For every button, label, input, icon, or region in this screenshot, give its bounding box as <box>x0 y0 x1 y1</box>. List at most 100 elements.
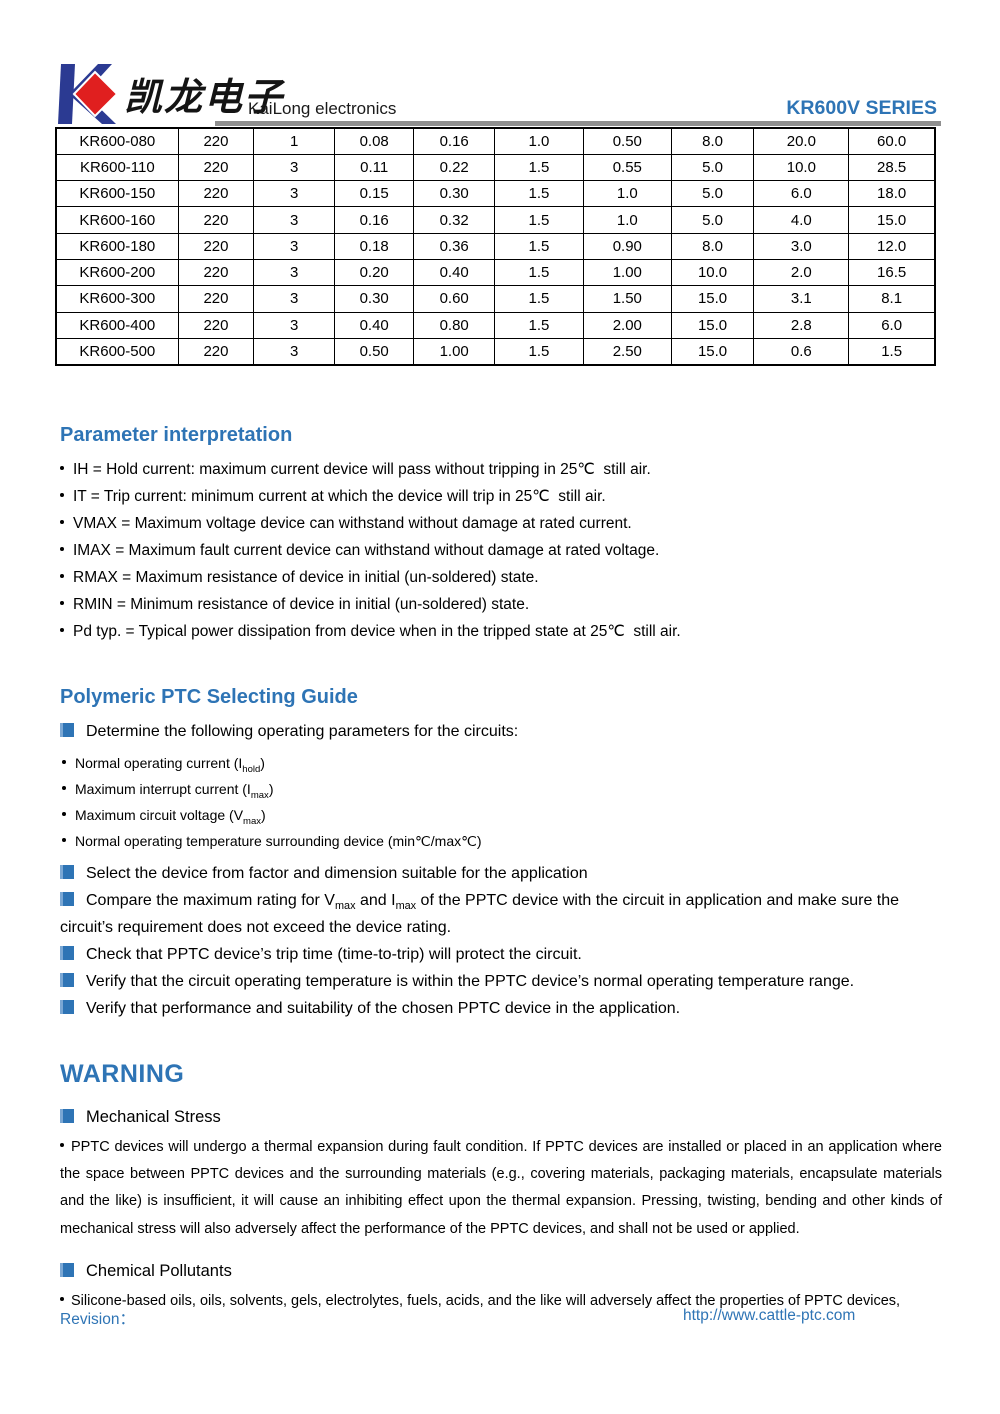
list-item: Normal operating current (Ihold) <box>62 750 942 776</box>
list-item-text: Maximum interrupt current (Imax) <box>75 781 274 801</box>
table-row: KR600-200 220 3 0.20 0.40 1.5 1.00 10.0 2.0 16.5 <box>55 258 936 287</box>
header-divider <box>215 121 941 126</box>
dot-bullet-icon <box>60 601 64 605</box>
table-cell: 220 <box>177 153 255 182</box>
mechanical-stress-title: Mechanical Stress <box>86 1108 221 1126</box>
square-bullet-icon <box>60 865 74 879</box>
dot-bullet-icon <box>60 628 64 632</box>
guide-parameter-sublist: Normal operating current (Ihold) Maximum … <box>62 750 942 854</box>
parameter-interpretation-section: Parameter interpretation IH = Hold curre… <box>60 424 942 645</box>
list-item: Pd typ. = Typical power dissipation from… <box>60 618 942 645</box>
table-cell: 5.0 <box>670 180 755 208</box>
list-item-text: RMAX = Maximum resistance of device in i… <box>73 569 539 586</box>
table-cell: 0.60 <box>413 285 496 313</box>
list-item: RMAX = Maximum resistance of device in i… <box>60 564 942 591</box>
list-item: Maximum interrupt current (Imax) <box>62 776 942 802</box>
table-cell: 220 <box>177 206 255 234</box>
mechanical-stress-paragraph: PPTC devices will undergo a thermal expa… <box>60 1134 942 1243</box>
list-item: RMIN = Minimum resistance of device in i… <box>60 591 942 618</box>
table-cell: 0.08 <box>334 127 415 155</box>
list-item-text: Check that PPTC device’s trip time (time… <box>86 946 582 963</box>
square-bullet-icon <box>60 1109 74 1123</box>
dot-bullet-icon <box>62 812 66 816</box>
table-cell: 1.00 <box>413 337 496 366</box>
table-cell: 0.32 <box>413 206 496 234</box>
dot-bullet-icon <box>60 466 64 470</box>
chemical-pollutants-text: Silicone-based oils, oils, solvents, gel… <box>71 1292 901 1309</box>
list-item-text: Normal operating temperature surrounding… <box>75 833 482 849</box>
list-item: Verify that performance and suitability … <box>60 995 942 1022</box>
table-cell: 1.5 <box>494 180 584 208</box>
square-bullet-icon <box>60 946 74 960</box>
table-cell: 1.5 <box>494 206 584 234</box>
selecting-guide-heading: Polymeric PTC Selecting Guide <box>60 686 358 708</box>
list-item-text: Select the device from factor and dimens… <box>86 865 588 882</box>
table-cell: 0.15 <box>334 180 415 208</box>
table-cell: 3.1 <box>753 285 850 313</box>
table-cell: 1.0 <box>494 127 584 155</box>
series-title: KR600V SERIES <box>786 97 937 119</box>
parameter-interpretation-heading: Parameter interpretation <box>60 424 293 446</box>
table-cell: 28.5 <box>848 153 936 182</box>
table-cell: 10.0 <box>670 258 755 287</box>
dot-bullet-icon <box>60 1296 64 1301</box>
table-cell: 3 <box>253 337 336 366</box>
table-row: KR600-500 220 3 0.50 1.00 1.5 2.50 15.0 0.6 1.5 <box>55 337 936 366</box>
table-cell: 5.0 <box>670 206 755 234</box>
table-cell: 220 <box>177 232 255 260</box>
revision-label: Revision： <box>60 1311 135 1328</box>
dot-bullet-icon <box>62 760 66 764</box>
website-link[interactable]: http://www.cattle-ptc.com <box>683 1307 856 1324</box>
table-cell: KR600-160 <box>55 206 179 234</box>
list-item-text: IT = Trip current: minimum current at wh… <box>73 488 606 505</box>
warning-section: WARNING Mechanical Stress PPTC devices w… <box>60 1060 942 1315</box>
dot-bullet-icon <box>62 838 66 842</box>
table-cell: 10.0 <box>753 153 850 182</box>
list-item-text: RMIN = Minimum resistance of device in i… <box>73 596 530 613</box>
table-row: KR600-300 220 3 0.30 0.60 1.5 1.50 15.0 3.1 8.1 <box>55 285 936 313</box>
list-item: IMAX = Maximum fault current device can … <box>60 537 942 564</box>
table-cell: 1.5 <box>494 311 584 339</box>
table-cell: 12.0 <box>848 232 936 260</box>
list-item-text: Maximum circuit voltage (Vmax) <box>75 807 266 827</box>
table-cell: KR600-110 <box>55 153 179 182</box>
table-cell: 6.0 <box>753 180 850 208</box>
table-cell: 15.0 <box>848 206 936 234</box>
table-cell: KR600-200 <box>55 258 179 287</box>
table-row: KR600-180 220 3 0.18 0.36 1.5 0.90 8.0 3.0 12.0 <box>55 232 936 260</box>
table-cell: 2.8 <box>753 311 850 339</box>
table-cell: 4.0 <box>753 206 850 234</box>
table-cell: 8.0 <box>670 232 755 260</box>
table-cell: 20.0 <box>753 127 850 155</box>
list-item: VMAX = Maximum voltage device can withst… <box>60 510 942 537</box>
table-cell: KR600-500 <box>55 337 179 366</box>
table-cell: 220 <box>177 311 255 339</box>
list-item: IH = Hold current: maximum current devic… <box>60 456 942 483</box>
table-cell: 8.0 <box>670 127 755 155</box>
table-cell: 2.0 <box>753 258 850 287</box>
list-item-text: Compare the maximum rating for Vmax and … <box>60 892 900 936</box>
kailong-logo-icon <box>58 64 116 124</box>
table-cell: 3 <box>253 180 336 208</box>
table-cell: KR600-180 <box>55 232 179 260</box>
square-bullet-icon <box>60 1262 74 1277</box>
table-row: KR600-400 220 3 0.40 0.80 1.5 2.00 15.0 2.8 6.0 <box>55 311 936 339</box>
table-cell: 220 <box>177 258 255 287</box>
table-cell: 0.50 <box>582 127 672 155</box>
list-item-text: Verify that performance and suitability … <box>86 1000 681 1017</box>
company-name: KaiLong electronics <box>248 99 397 118</box>
table-cell: 3 <box>253 258 336 287</box>
table-cell: 0.50 <box>334 337 415 366</box>
table-cell: 3 <box>253 232 336 260</box>
dot-bullet-icon <box>60 574 64 578</box>
table-cell: 1.0 <box>582 180 672 208</box>
table-cell: 1.5 <box>494 285 584 313</box>
table-row: KR600-110 220 3 0.11 0.22 1.5 0.55 5.0 10.0 28.5 <box>55 153 936 182</box>
square-bullet-icon <box>60 892 74 906</box>
selecting-guide-section: Polymeric PTC Selecting Guide Determine … <box>60 686 942 1022</box>
table-cell: 0.20 <box>334 258 415 287</box>
chemical-pollutants-item: Chemical Pollutants <box>60 1259 942 1283</box>
mechanical-stress-item: Mechanical Stress <box>60 1105 942 1129</box>
table-cell: 1.50 <box>582 285 672 313</box>
